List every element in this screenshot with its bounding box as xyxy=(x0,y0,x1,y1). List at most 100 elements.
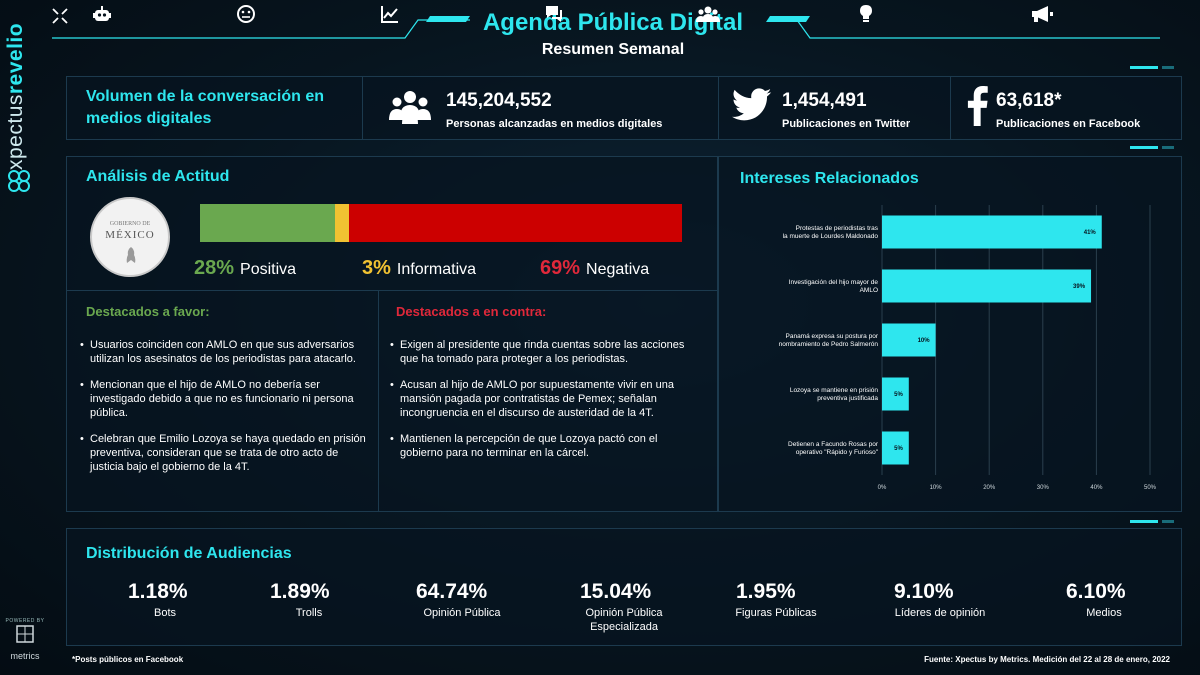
negative-text: Negativa xyxy=(586,261,650,278)
chart-data-label: 10% xyxy=(918,338,931,344)
aud-public-figures-label: Figuras Públicas xyxy=(735,607,817,619)
list-item: Mencionan que el hijo de AMLO no debería… xyxy=(80,378,370,420)
chart-category-label: Investigación del hijo mayor de AMLO xyxy=(789,279,879,294)
panel-accent xyxy=(1130,520,1158,523)
aud-bots-value: 1.18% xyxy=(128,580,188,603)
attitude-negative-label: 69% Negativa xyxy=(540,257,649,280)
aud-public-figures-value: 1.95% xyxy=(736,580,796,603)
list-item: Usuarios coinciden con AMLO en que sus a… xyxy=(80,338,370,366)
aud-media-value: 6.10% xyxy=(1066,580,1126,603)
lightbulb-icon xyxy=(860,5,872,22)
divider xyxy=(718,76,719,140)
eagle-icon xyxy=(126,247,136,263)
page-subtitle: Resumen Semanal xyxy=(541,41,685,58)
chart-data-label: 41% xyxy=(1084,230,1097,236)
favor-title: Destacados a favor: xyxy=(86,304,210,319)
metrics-logo-icon xyxy=(16,625,34,643)
chart-bar xyxy=(882,323,936,357)
attitude-informative-label: 3% Informativa xyxy=(362,257,476,280)
positive-pct: 28% xyxy=(194,257,235,279)
contra-title: Destacados a en contra: xyxy=(396,304,547,319)
positive-text: Positiva xyxy=(240,261,297,278)
brand-strip: xpectusrevelio POWERED BY metrics xyxy=(0,0,48,675)
interests-chart: 0% 10% 20% 30% 40% 50% 41% Protestas de periodi… xyxy=(779,205,1157,491)
header-decoration xyxy=(52,16,1160,39)
stat-reach-label: Personas alcanzadas en medios digitales xyxy=(446,118,663,130)
informative-pct: 3% xyxy=(362,257,391,279)
footer-source: Fuente: Xpectus by Metrics. Medición del… xyxy=(924,655,1170,664)
chart-category-label: Protestas de periodistas tras la muerte d… xyxy=(783,225,879,240)
attitude-positive-label: 28% Positiva xyxy=(194,257,296,280)
aud-opinion-value: 64.74% xyxy=(416,580,488,603)
panel-accent xyxy=(1130,146,1158,149)
panel-accent xyxy=(1162,146,1174,149)
megaphone-icon xyxy=(1032,6,1053,22)
chart-data-label: 39% xyxy=(1073,284,1086,290)
gobierno-mexico-seal: GOBIERNO DE MÉXICO xyxy=(90,197,170,277)
divider xyxy=(362,76,363,140)
aud-specialized-value: 15.04% xyxy=(580,580,652,603)
aud-leaders-label: Líderes de opinión xyxy=(894,607,986,619)
negative-pct: 69% xyxy=(540,257,581,279)
robot-icon xyxy=(93,6,111,21)
chart-category-label: Panamá expresa su postura por nombramient… xyxy=(779,333,879,348)
brand-logo-icon xyxy=(8,170,30,192)
divider xyxy=(378,290,379,512)
stat-twitter-value: 1,454,491 xyxy=(782,90,867,111)
audiences-title: Distribución de Audiencias xyxy=(86,545,292,562)
panel-accent xyxy=(1130,66,1158,69)
attitude-segment-negative xyxy=(349,204,682,242)
chart-tick-label: 0% xyxy=(878,485,887,491)
aud-leaders-value: 9.10% xyxy=(894,580,954,603)
aud-trolls-value: 1.89% xyxy=(270,580,330,603)
aud-opinion-label: Opinión Pública xyxy=(423,607,501,619)
chart-tick-label: 10% xyxy=(930,485,943,491)
interests-title: Intereses Relacionados xyxy=(740,170,919,187)
stat-twitter-label: Publicaciones en Twitter xyxy=(782,118,911,130)
chat-bubble-icon xyxy=(546,6,562,22)
attitude-segment-positive xyxy=(200,204,335,242)
stat-facebook-value: 63,618* xyxy=(996,90,1062,111)
chart-bar xyxy=(882,431,909,465)
chart-category-label: Lozoya se mantiene en prisión preventiva … xyxy=(790,387,879,402)
aud-trolls-label: Trolls xyxy=(295,607,323,619)
chart-tick-label: 40% xyxy=(1090,485,1103,491)
powered-by-name: metrics xyxy=(10,651,40,661)
chart-data-label: 5% xyxy=(894,446,903,452)
trend-chart-icon xyxy=(381,6,398,23)
aud-media-label: Medios xyxy=(1086,607,1122,619)
informative-text: Informativa xyxy=(396,261,477,278)
panel-accent xyxy=(1162,520,1174,523)
facebook-icon xyxy=(967,86,988,126)
attitude-bar xyxy=(200,204,682,242)
attitude-title: Análisis de Actitud xyxy=(86,168,230,185)
troll-face-icon xyxy=(237,5,255,23)
divider xyxy=(950,76,951,140)
stat-facebook-label: Publicaciones en Facebook xyxy=(996,118,1141,130)
expand-grid-icon[interactable] xyxy=(52,8,68,24)
list-item: Celebran que Emilio Lozoya se haya queda… xyxy=(80,432,370,474)
chart-tick-label: 30% xyxy=(1037,485,1050,491)
audiences-panel xyxy=(66,528,1182,646)
interests-panel xyxy=(718,156,1182,512)
chart-tick-label: 20% xyxy=(983,485,996,491)
volume-panel xyxy=(66,76,1182,140)
favor-list: Usuarios coinciden con AMLO en que sus a… xyxy=(80,338,370,486)
powered-by-label: POWERED BY xyxy=(5,618,45,624)
seal-line2: MÉXICO xyxy=(105,229,155,241)
chart-category-label: Detienen a Facundo Rosas por operativo "R… xyxy=(788,441,879,456)
chart-tick-label: 50% xyxy=(1144,485,1157,491)
aud-bots-label: Bots xyxy=(153,607,176,619)
people-icon xyxy=(389,91,431,124)
divider xyxy=(66,290,718,291)
seal-line1: GOBIERNO DE xyxy=(109,221,151,227)
powered-by: POWERED BY metrics xyxy=(4,618,46,661)
volume-title: Volumen de la conversación en medios dig… xyxy=(86,88,324,127)
list-item: Exigen al presidente que rinda cuentas s… xyxy=(390,338,702,366)
twitter-icon xyxy=(732,88,772,121)
panel-accent xyxy=(1162,66,1174,69)
stat-reach-value: 145,204,552 xyxy=(446,90,552,111)
chart-data-label: 5% xyxy=(894,392,903,398)
chart-bar xyxy=(882,215,1102,249)
attitude-segment-informative xyxy=(334,204,350,242)
